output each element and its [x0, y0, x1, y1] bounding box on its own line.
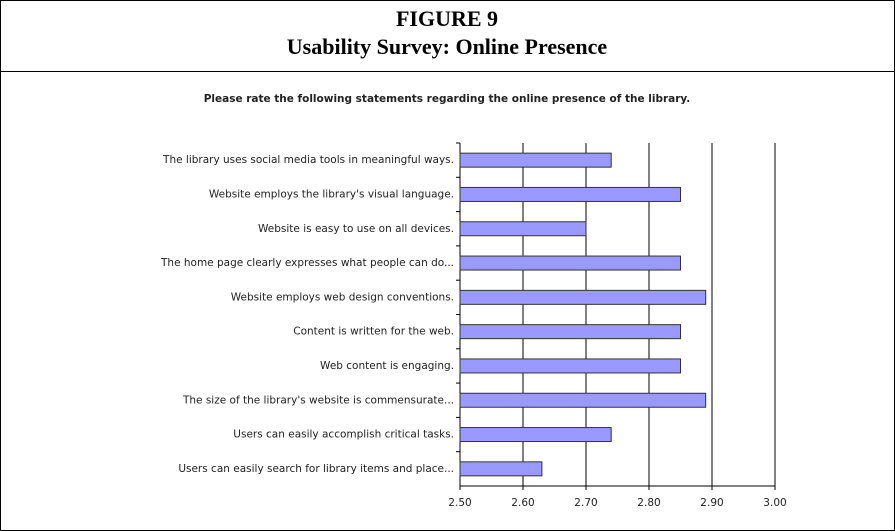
y-tick-label: The home page clearly expresses what peo… [160, 257, 454, 269]
bar [459, 255, 681, 271]
bar [459, 221, 587, 237]
y-tick-label: Content is written for the web. [293, 326, 454, 338]
y-tick-label: Web content is engaging. [320, 360, 454, 372]
x-tick-label: 3.00 [763, 497, 786, 509]
x-tick-label: 2.50 [448, 497, 471, 509]
bar [459, 289, 707, 305]
y-tick-label: Website employs the library's visual lan… [209, 188, 454, 200]
y-tick-label: Users can easily accomplish critical tas… [233, 429, 454, 441]
figure-label: FIGURE 9 [396, 6, 498, 31]
x-tick-label: 2.70 [574, 497, 597, 509]
y-tick-label: The size of the library's website is com… [182, 394, 454, 406]
y-tick-label: Users can easily search for library item… [178, 463, 454, 475]
bar [459, 186, 681, 202]
bar [459, 324, 681, 340]
bar [459, 392, 707, 408]
bar [459, 358, 681, 374]
x-tick-label: 2.60 [511, 497, 534, 509]
x-tick-label: 2.80 [637, 497, 660, 509]
chart-title: Please rate the following statements reg… [204, 93, 691, 105]
bar [459, 427, 612, 443]
y-tick-label: Website is easy to use on all devices. [258, 223, 454, 235]
x-tick-label: 2.90 [700, 497, 723, 509]
y-tick-label: Website employs web design conventions. [231, 291, 454, 303]
y-tick-label: The library uses social media tools in m… [162, 154, 454, 166]
bar [459, 461, 543, 477]
figure-title: Usability Survey: Online Presence [287, 34, 608, 59]
bar [459, 152, 612, 168]
